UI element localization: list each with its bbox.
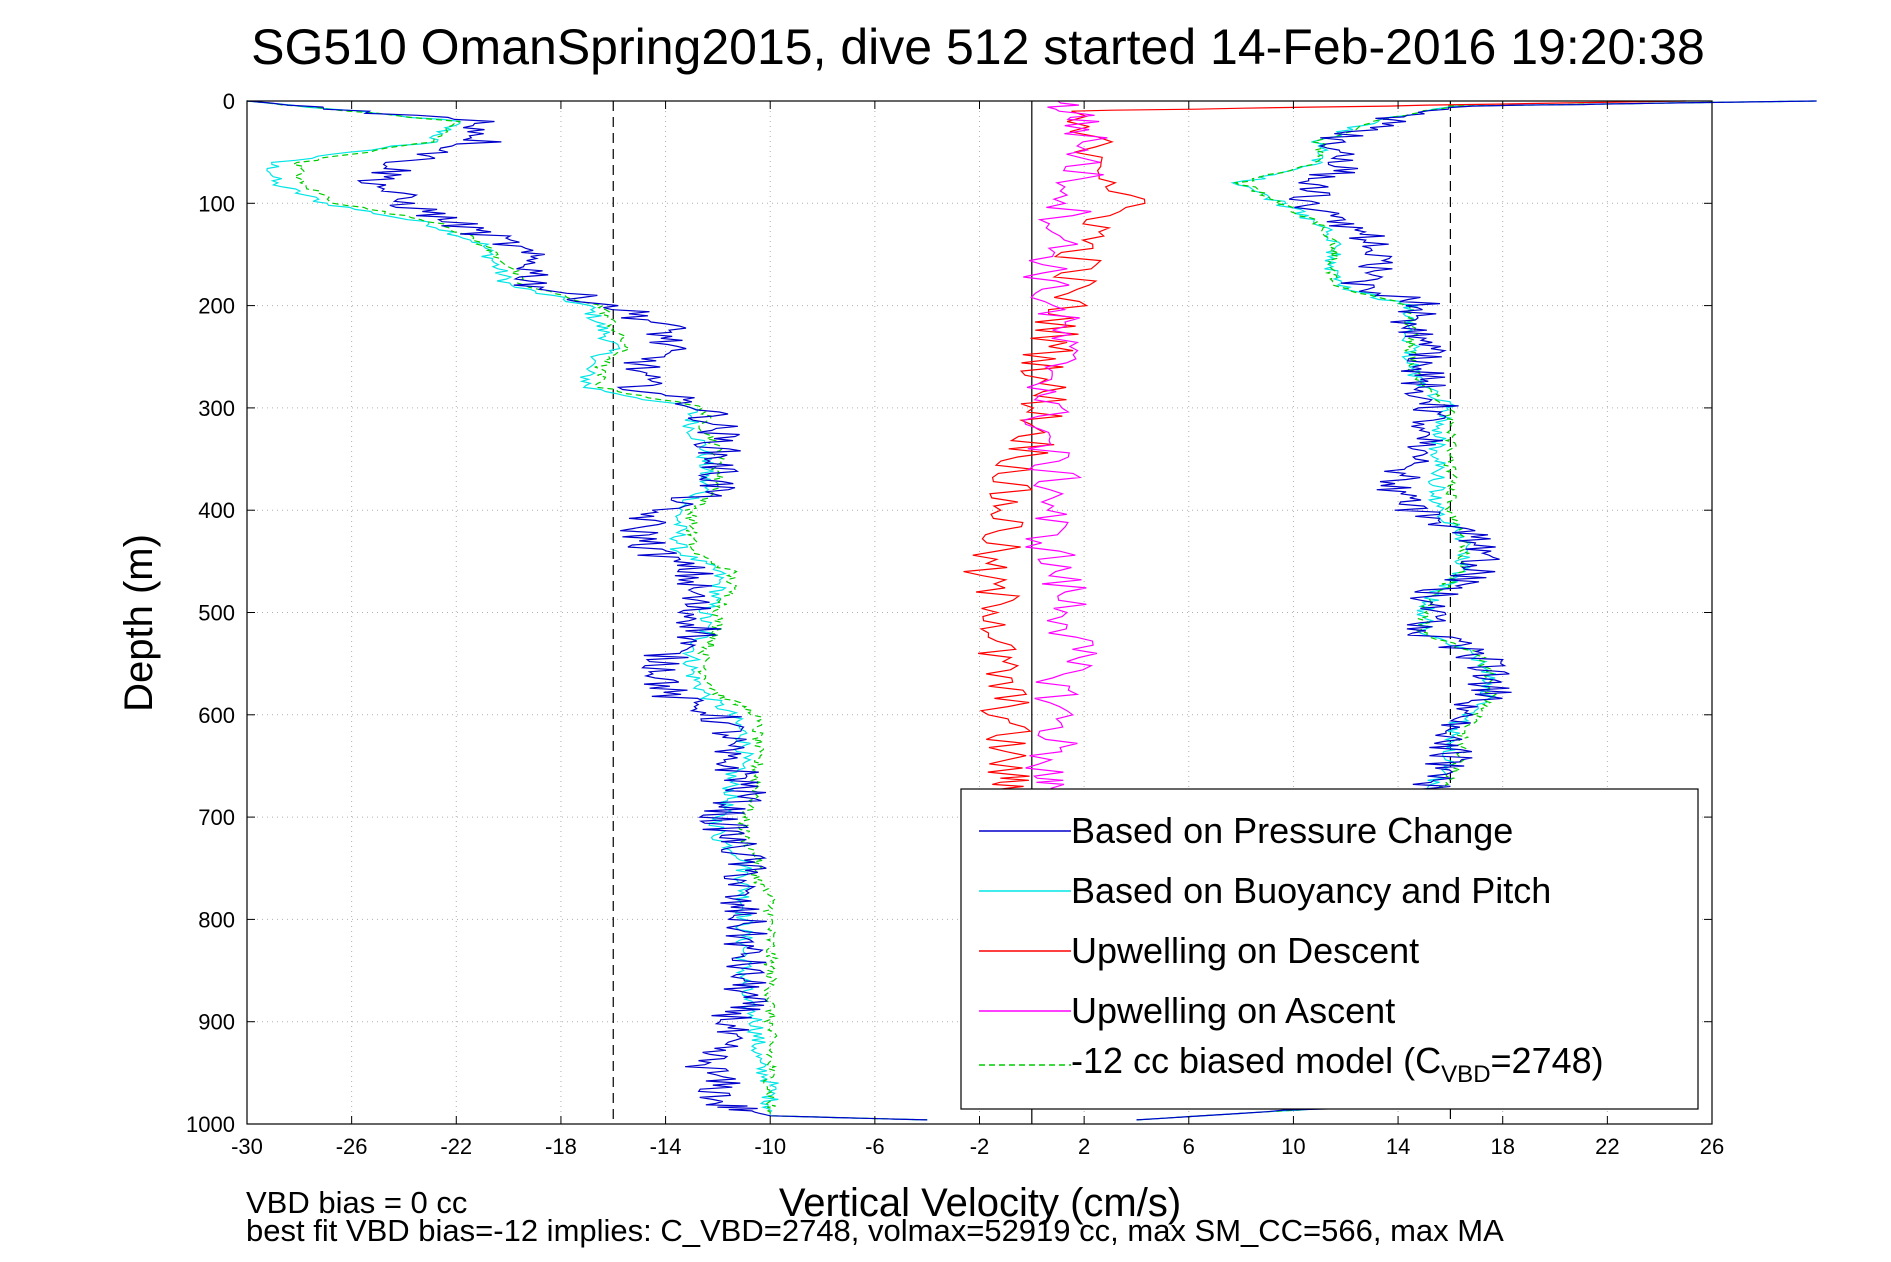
x-tick-label: 18 (1490, 1134, 1514, 1159)
legend: Based on Pressure Change Based on Buoyanc… (960, 788, 1699, 1110)
legend-box (960, 788, 1699, 1110)
y-axis-label: Depth (m) (117, 534, 161, 712)
x-tick-label: -2 (970, 1134, 990, 1159)
y-tick-label: 400 (198, 498, 235, 523)
footer-line-2: best fit VBD bias=-12 implies: C_VBD=274… (246, 1213, 1504, 1248)
x-tick-label: 26 (1700, 1134, 1724, 1159)
y-tick-label: 100 (198, 191, 235, 216)
x-axis-label: Vertical Velocity (cm/s) (779, 1181, 1181, 1225)
y-tick-label: 1000 (186, 1112, 235, 1137)
series-line (1023, 100, 1108, 798)
x-tick-label: -14 (650, 1134, 682, 1159)
x-tick-label: -6 (865, 1134, 885, 1159)
x-tick-label: 10 (1281, 1134, 1305, 1159)
y-tick-label: 500 (198, 601, 235, 626)
footer-line-1: VBD bias = 0 cc (246, 1185, 467, 1220)
series-line (246, 100, 928, 1121)
legend-label: -12 cc biased model (CVBD=2748) (1071, 1040, 1604, 1088)
y-tick-label: 700 (198, 805, 235, 830)
legend-label: Based on Pressure Change (1071, 810, 1513, 851)
legend-label: Upwelling on Ascent (1071, 990, 1395, 1031)
series-line (963, 100, 1686, 798)
x-tick-label: -30 (231, 1134, 263, 1159)
x-tick-label: -10 (754, 1134, 786, 1159)
chart-title: SG510 OmanSpring2015, dive 512 started 1… (251, 19, 1705, 75)
x-axis-ticks: -30 -26 -22 -18 -14 -10 -6 -2 2 6 10 14 18 22 26 (231, 101, 1724, 1159)
y-axis-ticks: 0 100 200 300 400 500 600 700 800 900 1000 (186, 89, 1712, 1137)
y-tick-label: 900 (198, 1010, 235, 1035)
y-tick-label: 600 (198, 703, 235, 728)
x-tick-label: 22 (1595, 1134, 1619, 1159)
series-line (246, 100, 928, 1121)
x-tick-label: -26 (336, 1134, 368, 1159)
legend-label: Upwelling on Descent (1071, 930, 1419, 971)
x-tick-label: -18 (545, 1134, 577, 1159)
x-tick-label: 14 (1386, 1134, 1410, 1159)
y-tick-label: 300 (198, 396, 235, 421)
x-tick-label: -22 (440, 1134, 472, 1159)
series-line (246, 100, 928, 1121)
y-tick-label: 200 (198, 294, 235, 319)
legend-label: Based on Buoyancy and Pitch (1071, 870, 1551, 911)
x-tick-label: 6 (1183, 1134, 1195, 1159)
y-tick-label: 800 (198, 907, 235, 932)
y-tick-label: 0 (223, 89, 235, 114)
x-tick-label: 2 (1078, 1134, 1090, 1159)
